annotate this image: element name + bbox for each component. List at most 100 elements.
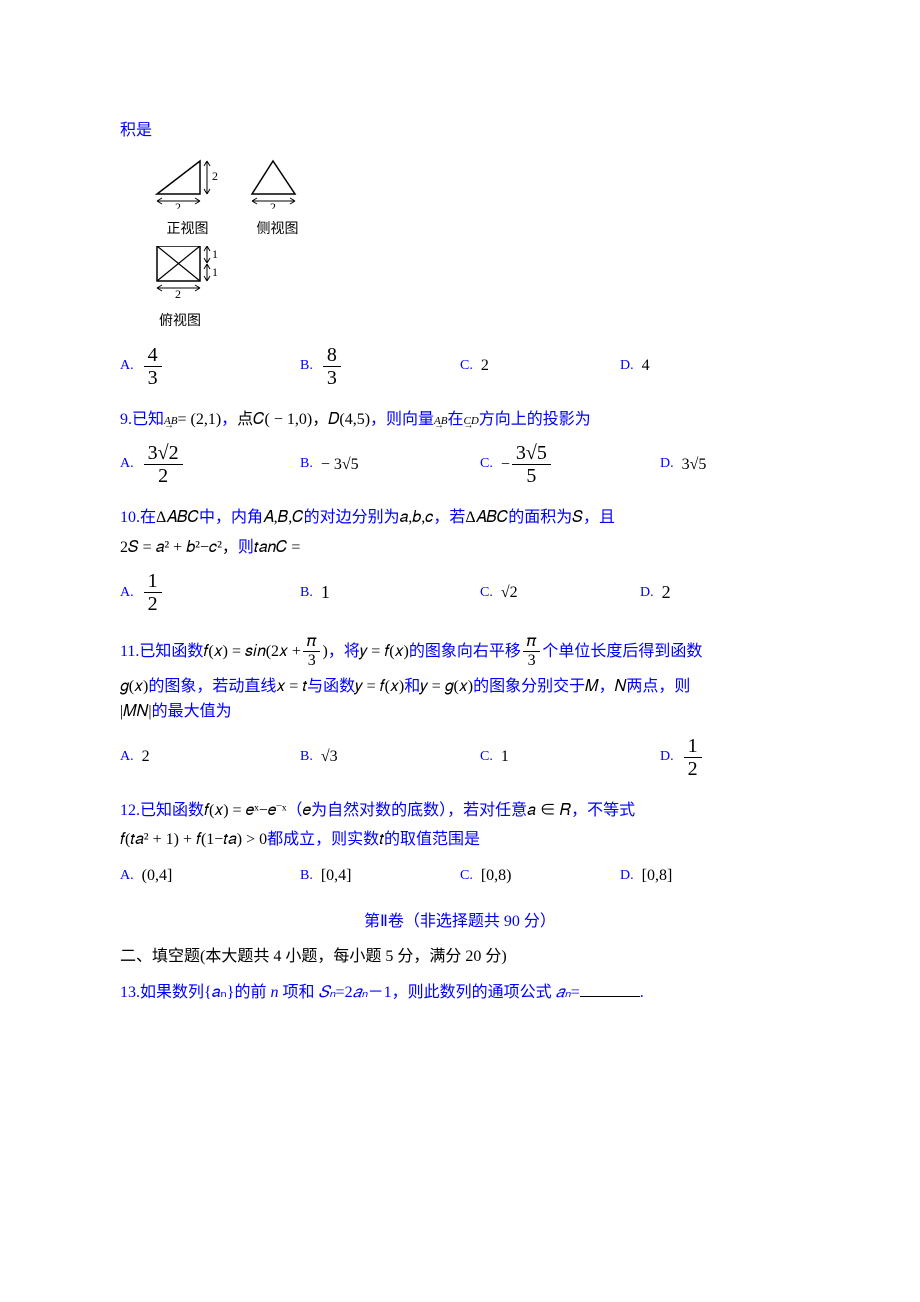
q12-l2: 𝑓(𝑡𝑎² + 1) + 𝑓(1−𝑡𝑎) > 0都成立，则实数𝑡的取值范围是 xyxy=(120,827,800,853)
q10-opt-d: 2 xyxy=(662,578,671,607)
q11-f: 的图象向右平移 xyxy=(409,639,521,665)
q13-l: . xyxy=(640,984,644,1001)
q9-options: A. 3√22 B. − 3√5 C. − 3√55 D. 3√5 xyxy=(120,442,800,487)
q12-opt-b: [0,4] xyxy=(321,863,352,889)
q11-e: 𝑦 = 𝑓(𝑥) xyxy=(360,639,409,665)
q10-l2b: 则 xyxy=(238,539,254,556)
q11-2d: 与函数 xyxy=(307,678,355,695)
q12-opt-d: [0,8] xyxy=(642,863,673,889)
q9-opt-b: − 3√5 xyxy=(321,452,359,478)
q11-g: 个单位长度后得到函数 xyxy=(542,639,702,665)
opt-a-label: A. xyxy=(120,355,134,377)
q11-b: 𝑓(𝑥) = 𝑠𝑖𝑛(2𝑥 + xyxy=(203,639,301,665)
q12-d: 𝑒 xyxy=(303,802,312,819)
q9-mid: ，则向量 xyxy=(370,407,434,433)
q10-c: 中，内角 xyxy=(199,509,263,526)
q11-a-label: A. xyxy=(120,746,134,768)
q11-l1: 11.已知函数 𝑓(𝑥) = 𝑠𝑖𝑛(2𝑥 + 𝜋3 ) ，将 𝑦 = 𝑓(𝑥)… xyxy=(120,633,800,669)
q9-in: 在 xyxy=(448,407,464,433)
q9-prefix: 9.已知 xyxy=(120,407,164,433)
q9-c-label: C. xyxy=(480,453,493,475)
q13-k: = xyxy=(571,984,580,1001)
opt-c-label: C. xyxy=(460,355,473,377)
q9-opt-c: 3√55 xyxy=(512,442,551,487)
q9-a-label: A. xyxy=(120,453,134,475)
dim-1b: 1 xyxy=(212,265,218,279)
q8-options: A. 43 B. 83 C.2 D.4 xyxy=(120,344,800,389)
q11-3b: 的最大值为 xyxy=(152,703,232,720)
q13-f: 𝑆ₙ xyxy=(318,984,335,1001)
q8-intro: 积是 xyxy=(120,118,800,144)
q11-2h: 的图象分别交于 xyxy=(473,678,585,695)
dim-2: 2 xyxy=(175,200,181,209)
front-label: 正视图 xyxy=(150,219,225,241)
dim-2v: 2 xyxy=(212,169,218,183)
q10-f: 𝑎,𝑏,𝑐 xyxy=(400,509,434,526)
q11-frac2: 𝜋3 xyxy=(523,633,541,669)
q11-2j: ， xyxy=(599,678,615,695)
q10-c-label: C. xyxy=(480,582,493,604)
front-view: 2 2 正视图 xyxy=(150,154,225,242)
q11-2b: 的图象，若动直线 xyxy=(148,678,276,695)
q13-g: =2 xyxy=(336,984,353,1001)
opt-d-label: D. xyxy=(620,355,634,377)
q10-l2a: 2𝑆 = 𝑎² + 𝑏²−𝑐²， xyxy=(120,539,238,556)
q11-b-label: B. xyxy=(300,746,313,768)
q12-options: A.(0,4] B.[0,4] C.[0,8) D.[0,8] xyxy=(120,863,800,889)
q9-opt-a: 3√22 xyxy=(144,442,183,487)
q12-b: 𝑓(𝑥) = 𝑒ˣ−𝑒⁻ˣ xyxy=(204,802,287,819)
q10-b-label: B. xyxy=(300,582,313,604)
q8-opt-c: 2 xyxy=(481,353,489,379)
q9-opt-c-neg: − xyxy=(501,452,510,478)
q12-2d: 的取值范围是 xyxy=(384,831,480,848)
dim-2t: 2 xyxy=(175,287,181,301)
dim-1a: 1 xyxy=(212,247,218,261)
fill-header: 二、填空题(本大题共 4 小题，每小题 5 分，满分 20 分) xyxy=(120,944,800,970)
q13-c: 的前 xyxy=(234,984,270,1001)
q11-opt-c: 1 xyxy=(501,744,509,770)
q9-opt-d: 3√5 xyxy=(682,452,707,478)
q12-a-label: A. xyxy=(120,865,134,887)
front-view-svg: 2 2 xyxy=(150,154,225,209)
q11-2f: 和 xyxy=(404,678,420,695)
q8-opt-a: 43 xyxy=(144,344,162,389)
q10-opt-b: 1 xyxy=(321,578,330,607)
q12-2b: 都成立，则实数 xyxy=(267,831,379,848)
q10-l2: 2𝑆 = 𝑎² + 𝑏²−𝑐²，则𝑡𝑎𝑛𝐶 = xyxy=(120,535,800,561)
section2-header: 第Ⅱ卷（非选择题共 90 分） xyxy=(120,909,800,935)
q11-l3: |𝑀𝑁|的最大值为 xyxy=(120,699,800,725)
q11-opt-b: √3 xyxy=(321,744,338,770)
q9-eq: = (2,1) xyxy=(177,407,221,433)
q9-d-label: D. xyxy=(660,453,674,475)
q10-l1: 10.在Δ𝐴𝐵𝐶中，内角𝐴,𝐵,𝐶的对边分别为𝑎,𝑏,𝑐，若Δ𝐴𝐵𝐶的面积为𝑆，… xyxy=(120,505,800,531)
q8-opt-d: 4 xyxy=(642,353,650,379)
q10-a: 10.在 xyxy=(120,509,156,526)
q9-suffix: 方向上的投影为 xyxy=(479,407,591,433)
top-view-svg: 2 1 1 xyxy=(150,246,235,301)
q12-2a: 𝑓(𝑡𝑎² + 1) + 𝑓(1−𝑡𝑎) > 0 xyxy=(120,831,267,848)
q10-k: ，且 xyxy=(583,509,615,526)
q10-d: 𝐴,𝐵,𝐶 xyxy=(263,509,304,526)
q12-f: 𝑎 ∈ 𝑅 xyxy=(527,802,571,819)
q10-l2c: 𝑡𝑎𝑛𝐶 = xyxy=(254,539,300,556)
q9-b-label: B. xyxy=(300,453,313,475)
q11-2l: 两点，则 xyxy=(626,678,690,695)
q13-a: 13.如果数列 xyxy=(120,984,204,1001)
q8-opt-b: 83 xyxy=(323,344,341,389)
q13-i: －1，则此数列的通项公式 xyxy=(368,984,556,1001)
q11-frac1: 𝜋3 xyxy=(303,633,321,669)
q12-c-label: C. xyxy=(460,865,473,887)
q8-views: 2 2 正视图 2 侧视图 xyxy=(150,154,800,334)
q9: 9.已知 AB→ = (2,1) ， 点𝐶( − 1,0)，𝐷(4,5) ，则向… xyxy=(120,407,800,433)
q10-opt-c: √2 xyxy=(501,580,518,606)
q12-a: 12.已知函数 xyxy=(120,802,204,819)
q10-options: A. 12 B. 1 C. √2 D. 2 xyxy=(120,570,800,615)
q11-2a: 𝑔(𝑥) xyxy=(120,678,148,695)
q10-d-label: D. xyxy=(640,582,654,604)
q13: 13.如果数列{𝑎ₙ}的前 n 项和 𝑆ₙ=2𝑎ₙ－1，则此数列的通项公式 𝑎ₙ… xyxy=(120,980,800,1006)
q10-e: 的对边分别为 xyxy=(304,509,400,526)
q12-l1: 12.已知函数𝑓(𝑥) = 𝑒ˣ−𝑒⁻ˣ（𝑒为自然对数的底数），若对任意𝑎 ∈ … xyxy=(120,798,800,824)
q12-b-label: B. xyxy=(300,865,313,887)
q13-blank xyxy=(580,980,640,997)
q9-points: 点𝐶( − 1,0)，𝐷(4,5) xyxy=(237,407,370,433)
